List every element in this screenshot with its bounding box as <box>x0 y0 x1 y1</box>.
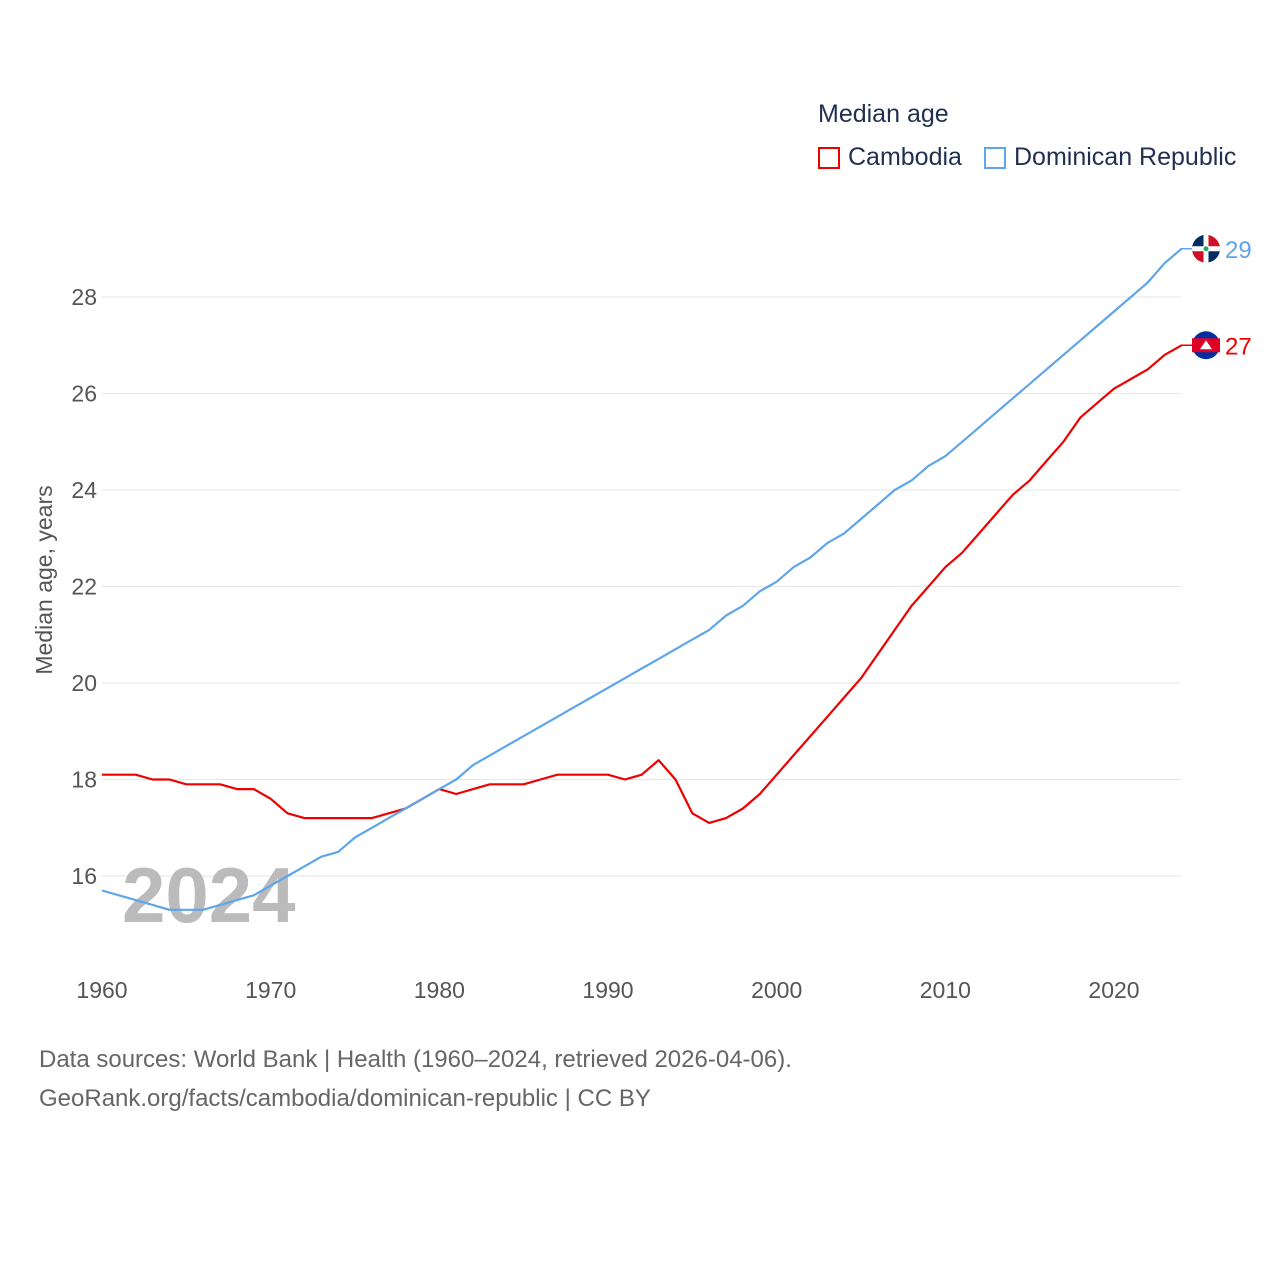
y-tick-label: 24 <box>71 477 97 503</box>
legend-swatch <box>818 146 840 169</box>
x-tick-label: 2020 <box>1088 977 1139 1003</box>
y-tick-label: 16 <box>71 863 97 889</box>
legend-item-dominican-republic[interactable]: Dominican Republic <box>984 143 1236 172</box>
year-watermark: 2024 <box>122 851 296 939</box>
source-link[interactable]: GeoRank.org/facts/cambodia/dominican-rep… <box>39 1085 651 1112</box>
y-tick-label: 20 <box>71 670 97 696</box>
legend-title: Median age <box>818 100 949 128</box>
end-value-label: 27 <box>1225 333 1252 360</box>
y-axis-label: Median age, years <box>31 485 57 674</box>
y-tick-label: 22 <box>71 574 97 600</box>
source-text: Data sources: World Bank | Health (1960–… <box>39 1046 792 1073</box>
dominican-republic-flag-icon <box>1192 234 1220 263</box>
y-tick-label: 28 <box>71 284 97 310</box>
legend-swatch <box>984 146 1006 169</box>
legend-label: Cambodia <box>848 143 962 171</box>
x-tick-label: 1990 <box>582 977 633 1003</box>
cambodia-flag-icon <box>1192 331 1220 360</box>
x-tick-label: 1960 <box>76 977 127 1003</box>
x-tick-label: 1980 <box>414 977 465 1003</box>
x-tick-label: 2010 <box>920 977 971 1003</box>
legend-item-cambodia[interactable]: Cambodia <box>818 143 962 172</box>
y-tick-label: 18 <box>71 767 97 793</box>
legend-label: Dominican Republic <box>1014 143 1237 171</box>
end-value-label: 29 <box>1225 237 1252 264</box>
x-tick-label: 2000 <box>751 977 802 1003</box>
y-tick-label: 26 <box>71 381 97 407</box>
x-tick-label: 1970 <box>245 977 296 1003</box>
series-line-1 <box>101 247 1183 911</box>
series-line-0 <box>102 344 1183 825</box>
